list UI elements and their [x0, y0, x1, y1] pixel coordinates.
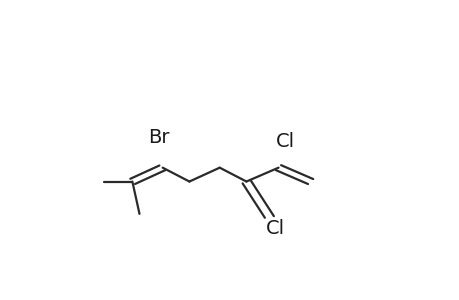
Text: Cl: Cl: [265, 219, 284, 238]
Text: Cl: Cl: [275, 132, 295, 151]
Text: Br: Br: [148, 128, 169, 147]
